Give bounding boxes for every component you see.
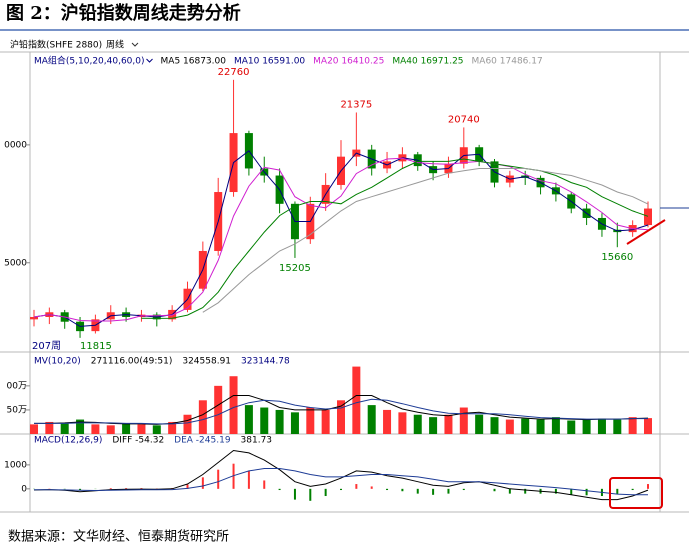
- volume-bar: [106, 425, 115, 434]
- volume-bar: [306, 407, 315, 434]
- volume-bar: [429, 417, 438, 434]
- high-label: 22760: [218, 67, 250, 78]
- volume-bar: [398, 412, 407, 434]
- volume-bar: [337, 400, 345, 434]
- count-label: 207周: [32, 340, 61, 352]
- volume-bar: [475, 414, 484, 434]
- y-tick-label: 0000: [4, 140, 27, 150]
- highlight-box: [609, 477, 663, 509]
- ma-line: [141, 158, 649, 319]
- volume-bar: [567, 420, 576, 434]
- y-tick-label: 00万: [7, 381, 27, 391]
- volume-bar: [628, 417, 637, 434]
- dropdown-icon: [146, 58, 153, 63]
- volume-bar: [551, 417, 560, 434]
- legend-entry: MA10 16591.00: [234, 57, 305, 67]
- candle-body: [644, 208, 652, 226]
- legend-entry: DEA -245.19: [174, 436, 231, 446]
- volume-bar: [229, 376, 238, 434]
- source: 数据来源：文华财经、恒泰期货研究所: [8, 529, 229, 545]
- legend-entry: DIFF -54.32: [112, 436, 164, 446]
- volume-bar: [413, 414, 422, 434]
- volume-bar: [644, 418, 652, 434]
- period: 周线: [106, 39, 124, 51]
- volume-bar: [76, 419, 85, 434]
- volume-bar: [244, 405, 253, 434]
- mv-line: [34, 398, 648, 425]
- macd-line: [34, 468, 649, 496]
- candle-body: [30, 316, 38, 320]
- volume-bar: [152, 425, 161, 434]
- plot: 0000 5000 00万 50万 1000 0 MA组合(5,10,20,40,60,0)…: [4, 55, 652, 501]
- volume-bar: [45, 421, 54, 434]
- volume-bar: [383, 409, 392, 434]
- volume-bar: [137, 424, 146, 434]
- legend-entry: 324558.91: [182, 357, 231, 367]
- volume-bar: [214, 385, 223, 434]
- y-tick-label: 5000: [4, 258, 27, 268]
- volume-bar: [321, 409, 330, 434]
- legend-entry: MA60 17486.17: [472, 57, 543, 67]
- legend-entry: MACD(12,26,9): [34, 436, 102, 446]
- volume-bar: [521, 418, 530, 434]
- volume-bar: [91, 424, 100, 434]
- ma-line: [202, 168, 649, 313]
- volume-bar: [613, 419, 622, 434]
- volume-bar: [352, 366, 361, 434]
- volume-bar: [505, 419, 514, 434]
- macd-line: [33, 449, 649, 501]
- legend-entry: 381.73: [241, 436, 273, 446]
- symbol: 沪铅指数(SHFE 2880): [10, 39, 102, 51]
- volume-bar: [60, 423, 69, 434]
- legend-entry: 271116.00(49:51): [91, 357, 173, 367]
- low-label: 15205: [279, 263, 311, 274]
- legend-entry: MA5 16873.00: [161, 57, 227, 67]
- ma-line: [33, 150, 649, 327]
- low-label: 15660: [601, 252, 633, 263]
- volume-bar: [198, 400, 207, 434]
- trend-line: [626, 219, 666, 245]
- volume-bar: [122, 423, 131, 434]
- y-tick-label: 1000: [4, 460, 27, 470]
- low-label: 11815: [80, 341, 112, 352]
- volume-bar: [444, 414, 453, 434]
- volume-bar: [290, 412, 299, 434]
- ma-line: [33, 157, 649, 322]
- legend-entry: MA40 16971.25: [392, 57, 463, 67]
- legend-entry: 323144.78: [241, 357, 290, 367]
- dropdown-icon: [131, 42, 139, 47]
- high-label: 21375: [340, 99, 372, 110]
- high-label: 20740: [448, 114, 480, 125]
- volume-bar: [260, 407, 269, 434]
- legend-entry: MV(10,20): [34, 357, 81, 367]
- volume-bar: [183, 414, 192, 434]
- volume-bar: [490, 417, 499, 434]
- y-tick-label: 0: [21, 484, 27, 494]
- volume-bar: [168, 421, 177, 434]
- volume-bar: [459, 407, 468, 434]
- legend-entry: MA20 16410.25: [313, 57, 384, 67]
- legend-title: MA组合(5,10,20,40,60,0): [34, 55, 145, 67]
- y-tick-label: 50万: [7, 405, 27, 415]
- volume-bar: [275, 409, 284, 434]
- chart-title: 图 2：沪铅指数周线走势分析: [6, 2, 241, 24]
- volume-bar: [582, 419, 591, 434]
- volume-bar: [367, 405, 376, 434]
- volume-bar: [536, 419, 545, 434]
- volume-bar: [30, 424, 38, 434]
- volume-bar: [597, 418, 606, 434]
